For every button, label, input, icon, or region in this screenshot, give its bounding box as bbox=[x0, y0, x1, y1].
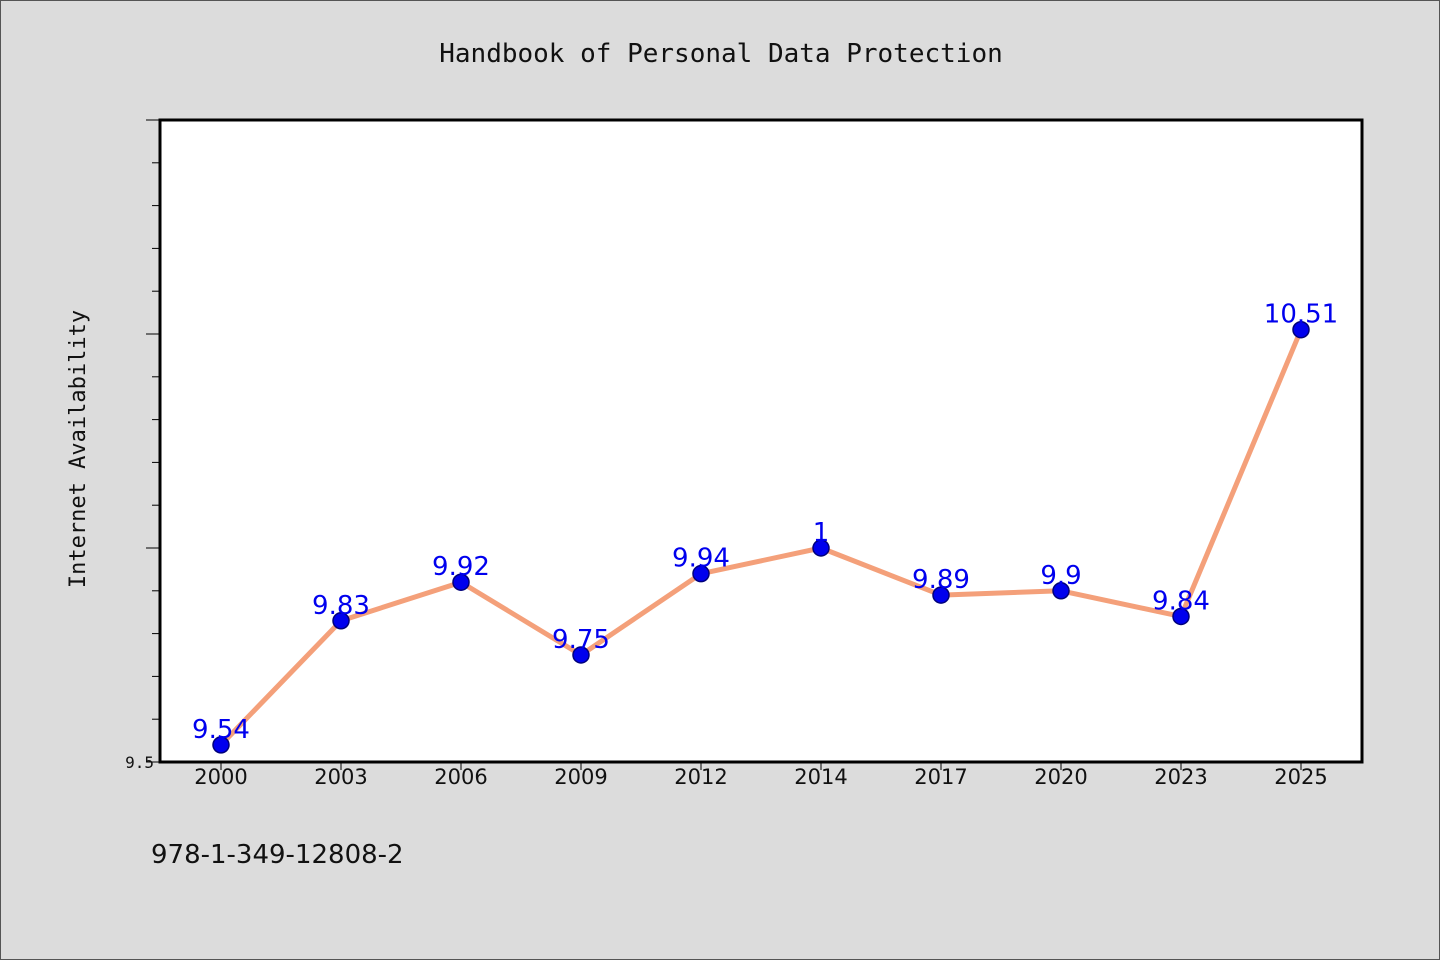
data-point-marker bbox=[452, 573, 470, 591]
data-point-marker bbox=[332, 612, 350, 630]
x-tick-label: 2020 bbox=[1034, 765, 1087, 789]
data-label: 9.84 bbox=[1152, 586, 1210, 616]
x-tick-label: 2000 bbox=[194, 765, 247, 789]
x-tick-label: 2012 bbox=[674, 765, 727, 789]
data-point-marker bbox=[812, 539, 830, 557]
data-labels: 9.54 9.83 9.92 9.75 9.94 1 9.89 9.9 9.84 10.51 bbox=[192, 300, 1338, 745]
data-label: 9.75 bbox=[552, 625, 610, 655]
chart-title: Handbook of Personal Data Protection bbox=[439, 39, 1003, 69]
isbn-footer: 978-1-349-12808-2 bbox=[151, 840, 404, 870]
series-line-group bbox=[218, 327, 1304, 748]
x-axis-ticks: 2000 2003 2006 2009 2012 2014 2017 2020 2023 2025 bbox=[194, 762, 1328, 789]
data-point-marker bbox=[1052, 582, 1070, 600]
data-point-marker bbox=[932, 586, 950, 604]
data-label: 10.51 bbox=[1264, 300, 1338, 330]
data-point-marker bbox=[572, 646, 590, 664]
data-label: 9.9 bbox=[1040, 561, 1081, 591]
data-point-marker bbox=[212, 736, 230, 754]
x-tick-label: 2025 bbox=[1274, 765, 1327, 789]
data-label: 9.92 bbox=[432, 552, 490, 582]
data-point-marker bbox=[1292, 320, 1310, 339]
data-label: 9.54 bbox=[192, 715, 250, 745]
data-markers bbox=[212, 320, 1310, 754]
y-axis-ticks: 9.5 bbox=[125, 119, 160, 772]
x-tick-label: 2006 bbox=[434, 765, 487, 789]
x-tick-label: 2009 bbox=[554, 765, 607, 789]
x-tick-label: 2014 bbox=[794, 765, 847, 789]
data-point-marker bbox=[1172, 607, 1190, 626]
data-label: 9.94 bbox=[672, 544, 730, 574]
plot-area bbox=[158, 118, 1364, 764]
x-tick-label: 2003 bbox=[314, 765, 367, 789]
data-label: 1 bbox=[813, 518, 830, 548]
y-axis-label: Internet Availability bbox=[66, 310, 91, 588]
series-line bbox=[218, 327, 1304, 748]
y-tick-label: 9.5 bbox=[125, 753, 154, 772]
data-point-marker bbox=[692, 564, 710, 583]
x-tick-label: 2017 bbox=[914, 765, 967, 789]
data-label: 9.83 bbox=[312, 591, 370, 621]
data-label: 9.89 bbox=[912, 565, 970, 595]
x-tick-label: 2023 bbox=[1154, 765, 1207, 789]
